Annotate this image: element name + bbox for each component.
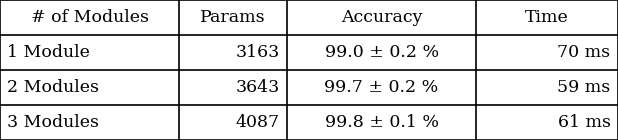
Text: 70 ms: 70 ms [557,44,611,61]
Text: Accuracy: Accuracy [341,9,422,26]
Text: # of Modules: # of Modules [31,9,148,26]
Text: 3163: 3163 [235,44,280,61]
Text: Time: Time [525,9,569,26]
Text: 3 Modules: 3 Modules [7,114,99,131]
Text: 2 Modules: 2 Modules [7,79,99,96]
Text: 61 ms: 61 ms [557,114,611,131]
Text: 59 ms: 59 ms [557,79,611,96]
Text: Params: Params [200,9,266,26]
Text: 99.7 ± 0.2 %: 99.7 ± 0.2 % [324,79,439,96]
Text: 3643: 3643 [235,79,280,96]
Text: 4087: 4087 [236,114,280,131]
Text: 99.8 ± 0.1 %: 99.8 ± 0.1 % [324,114,439,131]
Text: 99.0 ± 0.2 %: 99.0 ± 0.2 % [324,44,439,61]
Text: 1 Module: 1 Module [7,44,90,61]
